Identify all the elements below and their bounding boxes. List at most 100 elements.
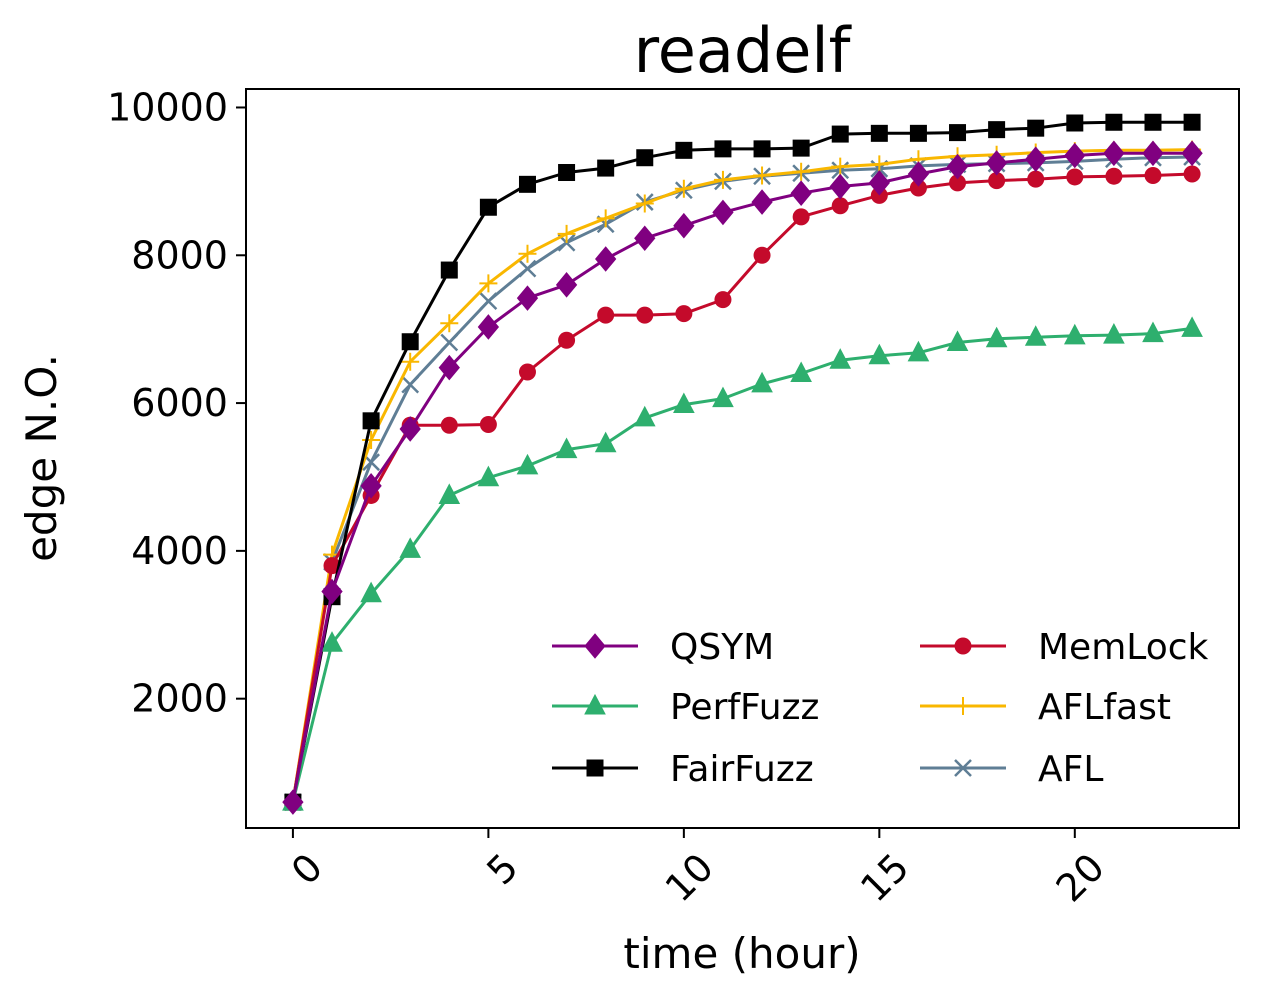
data-point-fairfuzz: [440, 261, 458, 279]
data-point-fairfuzz: [597, 159, 615, 177]
data-point-perffuzz: [1103, 323, 1125, 344]
legend: QSYM PerfFuzz FairFuzz MemLock AFLfast AFL: [552, 627, 1209, 790]
data-point-qsym: [868, 170, 890, 196]
data-point-fairfuzz: [753, 140, 771, 158]
data-point-qsym: [321, 578, 343, 605]
data-point-aflfast: [713, 170, 732, 189]
data-point-fairfuzz: [558, 164, 576, 182]
data-point-qsym: [829, 173, 851, 200]
y-axis: 2000 4000 6000 8000 10000: [107, 85, 246, 721]
data-point-afl: [518, 259, 537, 278]
legend-label: AFLfast: [1038, 687, 1171, 728]
legend-entry-afl: AFL: [920, 749, 1103, 790]
data-point-aflfast: [753, 166, 772, 185]
legend-entry-perffuzz: PerfFuzz: [552, 687, 819, 728]
data-point-aflfast: [362, 431, 381, 450]
legend-entry-fairfuzz: FairFuzz: [552, 749, 814, 790]
data-point-qsym: [1103, 140, 1125, 167]
data-point-perffuzz: [477, 465, 500, 487]
data-point-memlock: [1183, 165, 1201, 183]
data-point-fairfuzz: [909, 124, 927, 142]
data-point-perffuzz: [907, 340, 930, 362]
data-point-perffuzz: [633, 405, 656, 427]
data-point-perffuzz: [751, 371, 773, 393]
legend-label: MemLock: [1038, 627, 1209, 668]
data-point-aflfast: [479, 274, 498, 293]
legend-entry-qsym: QSYM: [552, 627, 774, 668]
data-point-memlock: [831, 197, 849, 215]
data-point-qsym: [399, 416, 421, 442]
data-point-perffuzz: [712, 386, 734, 408]
data-point-aflfast: [674, 179, 693, 198]
y-tick-label: 2000: [131, 677, 228, 721]
data-point-aflfast: [831, 157, 850, 176]
data-point-perffuzz: [790, 361, 812, 383]
data-point-memlock: [440, 416, 458, 434]
data-point-fairfuzz: [675, 141, 693, 159]
data-point-fairfuzz: [362, 412, 380, 430]
data-point-fairfuzz: [479, 198, 497, 216]
data-point-memlock: [597, 306, 615, 324]
legend-marker: [954, 697, 972, 715]
data-point-memlock: [792, 208, 810, 226]
data-point-qsym: [1064, 142, 1086, 169]
data-point-qsym: [946, 153, 969, 180]
legend-marker: [954, 759, 972, 777]
data-point-qsym: [555, 272, 578, 298]
data-point-memlock: [949, 174, 967, 192]
data-point-fairfuzz: [1027, 119, 1045, 137]
x-tick-label: 10: [657, 845, 722, 910]
data-point-fairfuzz: [401, 333, 419, 351]
data-point-perffuzz: [360, 581, 382, 603]
legend-marker: [954, 637, 972, 655]
data-point-perffuzz: [868, 343, 891, 365]
data-point-qsym: [477, 314, 500, 340]
data-point-fairfuzz: [518, 175, 536, 193]
data-point-qsym: [1181, 140, 1203, 167]
plot-area: [282, 113, 1203, 815]
series-qsym: [282, 140, 1203, 815]
legend-marker: [586, 759, 604, 777]
data-point-aflfast: [440, 314, 459, 333]
data-point-aflfast: [557, 224, 576, 243]
data-point-fairfuzz: [714, 140, 732, 158]
data-point-qsym: [282, 789, 304, 815]
x-tick-label: 15: [852, 845, 917, 910]
data-point-memlock: [1066, 168, 1084, 186]
data-point-aflfast: [792, 162, 811, 181]
data-point-perffuzz: [399, 537, 422, 558]
data-point-fairfuzz: [949, 124, 967, 142]
data-point-perffuzz: [1142, 321, 1164, 343]
data-point-memlock: [636, 306, 654, 324]
data-point-fairfuzz: [1183, 113, 1201, 131]
y-tick-label: 10000: [107, 85, 228, 129]
data-point-qsym: [673, 212, 695, 239]
data-point-perffuzz: [673, 392, 695, 414]
data-point-aflfast: [518, 244, 537, 263]
data-point-memlock: [1105, 167, 1123, 185]
data-point-qsym: [712, 199, 734, 226]
data-point-fairfuzz: [870, 124, 888, 142]
series-line-perffuzz: [291, 326, 1193, 803]
data-point-memlock: [714, 291, 732, 309]
data-point-memlock: [675, 305, 693, 323]
x-tick-label: 20: [1048, 845, 1113, 910]
legend-label: PerfFuzz: [670, 687, 819, 728]
data-point-perffuzz: [1063, 323, 1086, 345]
data-point-qsym: [985, 150, 1008, 176]
data-point-memlock: [518, 363, 536, 381]
y-tick-label: 4000: [131, 529, 228, 573]
x-tick-label: 5: [478, 845, 526, 893]
data-point-aflfast: [401, 352, 420, 371]
y-tick-label: 8000: [131, 233, 228, 277]
data-point-perffuzz: [516, 453, 539, 475]
data-point-perffuzz: [594, 431, 617, 453]
data-point-perffuzz: [829, 348, 852, 369]
data-point-fairfuzz: [831, 125, 849, 143]
x-tick-label: 0: [283, 845, 331, 893]
data-point-aflfast: [635, 194, 654, 213]
legend-marker: [584, 633, 606, 659]
data-point-memlock: [909, 179, 927, 197]
data-point-qsym: [1142, 140, 1164, 167]
